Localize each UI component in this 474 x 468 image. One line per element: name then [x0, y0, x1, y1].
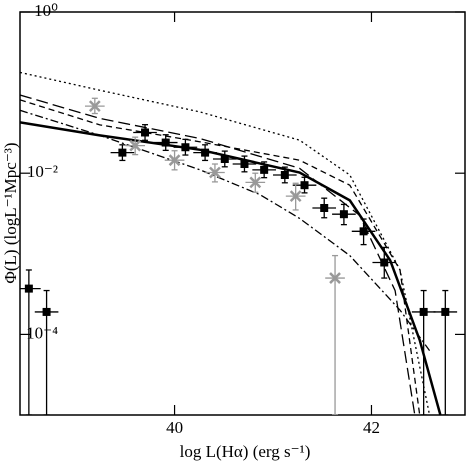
- point: [181, 143, 190, 152]
- point: [168, 154, 181, 167]
- point: [329, 272, 341, 284]
- point: [220, 155, 229, 164]
- y-tick-label: 10⁻⁴: [26, 323, 58, 342]
- plot-frame: [19, 11, 466, 416]
- point: [300, 181, 309, 190]
- point: [24, 284, 33, 293]
- y-tick-label: 10⁻²: [27, 162, 58, 181]
- point: [161, 138, 170, 147]
- point: [339, 210, 348, 219]
- curve: [20, 109, 431, 351]
- point: [249, 176, 262, 189]
- point: [209, 166, 221, 179]
- point: [260, 165, 269, 174]
- curve: [20, 121, 442, 415]
- point: [419, 307, 428, 316]
- point: [141, 128, 150, 137]
- x-tick-label: 40: [166, 418, 183, 437]
- y-axis-label: Φ(L) (logL⁻¹Mpc⁻³): [1, 142, 20, 283]
- x-axis-label: log L(Hα) (erg s⁻¹): [180, 442, 311, 461]
- point: [359, 227, 368, 236]
- y-tick-label: 10⁰: [34, 1, 58, 20]
- plot-area: [20, 71, 458, 415]
- point: [280, 170, 289, 179]
- point: [441, 307, 450, 316]
- point: [88, 100, 101, 112]
- point: [42, 307, 51, 316]
- point: [129, 139, 142, 152]
- point: [201, 148, 210, 157]
- point: [240, 160, 249, 169]
- point: [289, 190, 302, 202]
- point: [118, 148, 127, 157]
- x-tick-label: 42: [363, 418, 380, 437]
- point: [380, 258, 389, 267]
- curve: [20, 99, 421, 415]
- point: [320, 204, 329, 213]
- curve: [20, 94, 416, 415]
- curve: [20, 71, 431, 415]
